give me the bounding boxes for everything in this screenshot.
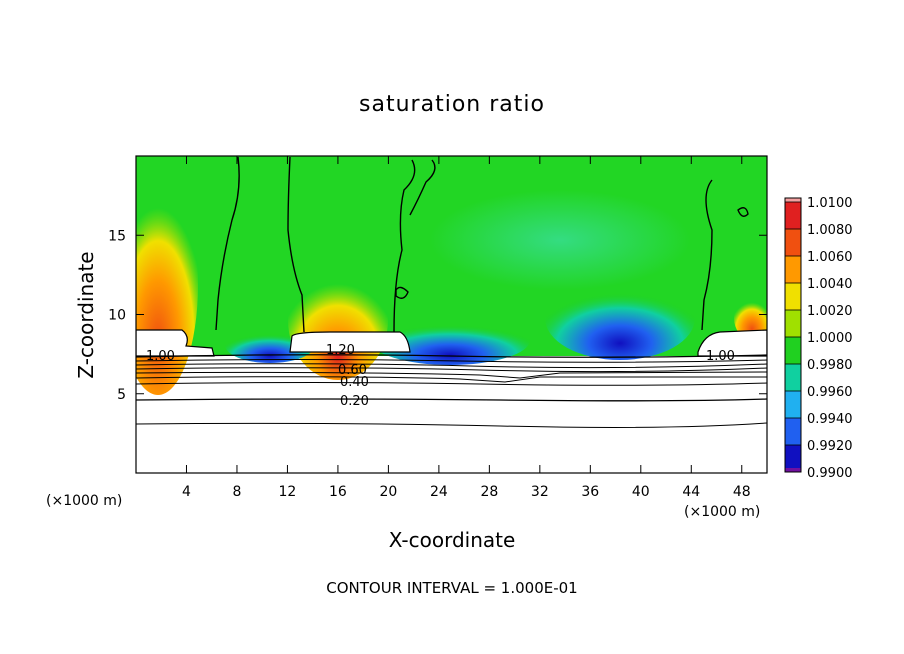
- cloud-band-left: [136, 329, 215, 357]
- contour-line: [409, 159, 436, 216]
- y-axis-ticks: 5 10 15: [108, 228, 767, 403]
- lower-field-background: [136, 356, 767, 473]
- colorbar: 1.0100 1.0080 1.0060 1.0040 1.0020 1.0000 0.99…: [784, 196, 853, 481]
- colorbar-swatch: [785, 468, 801, 472]
- x-tick-label: 36: [581, 484, 599, 500]
- colorbar-label: 0.9940: [807, 412, 853, 427]
- x-tick-label: 16: [329, 484, 347, 500]
- contour-line: [215, 156, 240, 331]
- x-axis-ticks: 4 8 12 16 20 24 28 32 36 40 44 48: [182, 156, 751, 500]
- x-tick-label: 24: [430, 484, 448, 500]
- contour-line: [136, 367, 767, 373]
- x-unit-right: (×1000 m): [684, 504, 760, 520]
- colorbar-label: 0.9920: [807, 439, 853, 454]
- contour-label: 1.00: [706, 349, 735, 364]
- cloud-band-right: [697, 329, 767, 357]
- colorbar-swatch: [785, 256, 801, 283]
- x-tick-label: 20: [379, 484, 397, 500]
- x-tick-label: 8: [232, 484, 241, 500]
- colorbar-label: 1.0040: [807, 277, 853, 292]
- x-tick-label: 12: [279, 484, 297, 500]
- contour-line: [136, 359, 767, 363]
- colorbar-swatch: [785, 391, 801, 418]
- colorbar-swatch: [785, 229, 801, 256]
- cyan-haze: [430, 190, 690, 290]
- y-tick-label: 15: [108, 228, 126, 244]
- contour-line: [737, 207, 749, 217]
- contour-lines: [136, 354, 767, 428]
- contour-label-group: 1.00 1.20 0.60 0.40 0.20 1.00: [146, 343, 735, 409]
- contour-line: [136, 398, 767, 402]
- colorbar-swatch: [785, 198, 801, 202]
- contour-line: [136, 371, 767, 379]
- contour-line: [287, 156, 305, 333]
- cloud-band-center: [289, 331, 411, 353]
- colorbar-label: 1.0100: [807, 196, 853, 211]
- y-tick-label: 5: [117, 387, 126, 403]
- x-tick-label: 28: [480, 484, 498, 500]
- colorbar-swatch: [785, 202, 801, 229]
- colorbar-swatch: [785, 418, 801, 445]
- vertical-contours: [215, 156, 749, 333]
- warm-spot-right: [734, 296, 767, 340]
- x-tick-label: 44: [682, 484, 700, 500]
- x-axis-label: X-coordinate: [389, 528, 516, 552]
- chart-title: saturation ratio: [359, 92, 545, 117]
- dry-region-right: [545, 276, 695, 360]
- contour-label: 1.00: [146, 349, 175, 364]
- colorbar-label: 1.0000: [807, 331, 853, 346]
- contour-line: [395, 286, 409, 299]
- colorbar-label: 0.9900: [807, 466, 853, 481]
- x-unit-left: (×1000 m): [46, 493, 122, 509]
- x-tick-label: 40: [632, 484, 650, 500]
- contour-label: 0.60: [338, 363, 367, 378]
- contour-label: 1.20: [326, 343, 355, 358]
- x-tick-label: 48: [733, 484, 751, 500]
- colorbar-label: 0.9960: [807, 385, 853, 400]
- plot-area: [136, 156, 767, 473]
- contour-line: [136, 363, 767, 369]
- y-tick-label: 10: [108, 308, 126, 324]
- colorbar-label: 0.9980: [807, 358, 853, 373]
- x-tick-label: 32: [531, 484, 549, 500]
- contour-line: [136, 382, 767, 386]
- contour-label: 0.40: [340, 375, 369, 390]
- contour-line: [136, 354, 767, 358]
- contour-label: 0.20: [340, 394, 369, 409]
- colorbar-swatch: [785, 364, 801, 391]
- contour-line: [701, 179, 713, 331]
- colorbar-swatch: [785, 310, 801, 337]
- contour-line: [136, 422, 767, 428]
- colorbar-label: 1.0020: [807, 304, 853, 319]
- colorbar-swatch: [785, 283, 801, 310]
- x-tick-label: 4: [182, 484, 191, 500]
- colorbar-swatch: [785, 445, 801, 472]
- colorbar-label: 1.0060: [807, 250, 853, 265]
- colorbar-label: 1.0080: [807, 223, 853, 238]
- contour-interval-footer: CONTOUR INTERVAL = 1.000E-01: [326, 579, 577, 597]
- y-axis-label: Z-coordinate: [74, 251, 98, 378]
- contour-line: [136, 376, 767, 383]
- colorbar-swatch: [785, 337, 801, 364]
